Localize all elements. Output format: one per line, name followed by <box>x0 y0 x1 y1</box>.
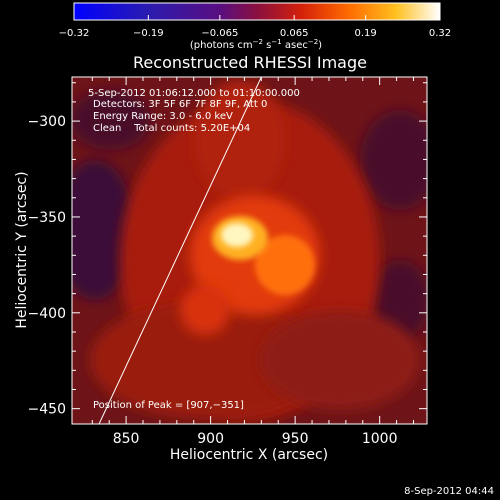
y-tick-label: −350 <box>28 210 66 226</box>
annotation-line: Energy Range: 3.0 - 6.0 keV <box>93 111 233 122</box>
y-axis-ticks: −300 −350 −400 −450 <box>28 82 427 418</box>
heatmap-kernel <box>221 223 253 247</box>
heatmap-halo <box>90 300 330 420</box>
x-tick-label: 950 <box>282 431 309 447</box>
heatmap-dark-region <box>72 160 135 300</box>
colorbar-gradient <box>73 2 441 21</box>
heatmap-core <box>255 235 315 295</box>
y-tick-label: −450 <box>28 402 66 418</box>
plot-frame <box>71 76 428 425</box>
colorbar: −0.32 −0.19 −0.065 0.065 0.19 0.32 (photons c… <box>59 2 451 51</box>
x-axis-label: Heliocentric X (arcsec) <box>170 447 328 463</box>
timestamp: 8-Sep-2012 04:44 <box>404 486 494 497</box>
heatmap-dark-region <box>72 90 150 150</box>
colorbar-ticks: −0.32 −0.19 −0.065 0.065 0.19 0.32 <box>59 15 451 39</box>
colorbar-tick-label: −0.19 <box>133 28 164 39</box>
annotation-line: Detectors: 3F 5F 6F 7F 8F 9F, Att 0 <box>93 99 267 110</box>
x-tick-label: 1000 <box>362 431 398 447</box>
peak-position-label: Position of Peak = [907,−351] <box>93 400 244 411</box>
colorbar-tick-label: 0.065 <box>280 28 309 39</box>
colorbar-tick-label: 0.19 <box>355 28 377 39</box>
y-tick-label: −400 <box>28 306 66 322</box>
colorbar-tick-label: −0.32 <box>59 28 90 39</box>
annotation-block: 5-Sep-2012 01:06:12.000 to 01:10:00.000 … <box>88 88 300 411</box>
x-tick-label: 900 <box>197 431 224 447</box>
y-axis-label: Heliocentric Y (arcsec) <box>14 171 30 328</box>
x-axis-ticks: 850 900 950 1000 <box>91 77 414 447</box>
heatmap-dark-region <box>360 110 427 210</box>
colorbar-tick-label: −0.065 <box>201 28 238 39</box>
colorbar-unit-label: (photons cm−2 s−1 asec−2) <box>190 38 322 51</box>
annotation-line: Clean Total counts: 5.20E+04 <box>93 123 250 134</box>
colorbar-tick-label: 0.32 <box>429 28 451 39</box>
heatmap-halo <box>260 310 420 410</box>
heatmap-core <box>180 285 230 335</box>
annotation-line: 5-Sep-2012 01:06:12.000 to 01:10:00.000 <box>88 88 300 99</box>
y-tick-label: −300 <box>28 114 66 130</box>
x-tick-label: 850 <box>113 431 140 447</box>
heatmap-image <box>72 77 427 424</box>
solar-limb-line <box>98 77 262 424</box>
chart-title: Reconstructed RHESSI Image <box>133 53 367 72</box>
